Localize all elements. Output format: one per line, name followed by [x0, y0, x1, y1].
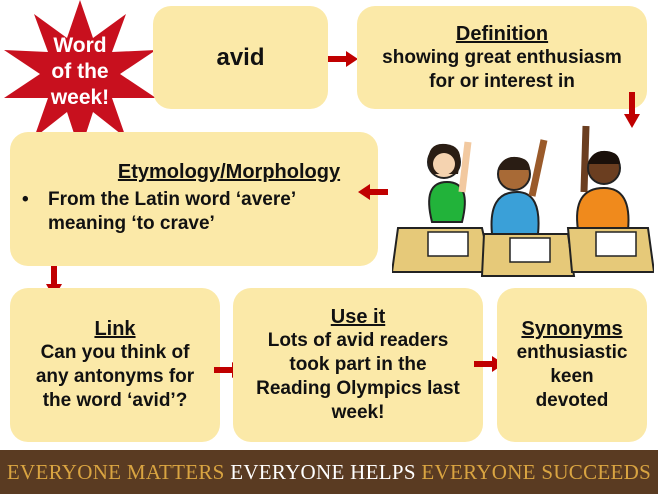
etymology-line-1: From the Latin word ‘avere’ [48, 189, 297, 210]
definition-title: Definition [455, 22, 549, 45]
motto-segment-2: EVERYONE HELPS [230, 459, 416, 484]
synonyms-box: Synonyms enthusiastic keen devoted [497, 288, 647, 442]
use-it-line-1: Lots of avid readers [267, 330, 449, 351]
badge-line-3: week! [50, 86, 110, 109]
motto-segment-3: EVERYONE SUCCEEDS [421, 459, 652, 484]
link-line-2: any antonyms for [35, 366, 195, 387]
featured-word: avid [216, 43, 265, 71]
definition-line-1: showing great enthusiasm [382, 46, 622, 68]
badge-line-1: Word [53, 34, 107, 57]
motto-segment-1: EVERYONE MATTERS [6, 459, 225, 484]
badge-line-2: of the [51, 60, 109, 83]
word-box: avid [153, 6, 328, 109]
etymology-line-2: meaning ‘to crave’ [48, 213, 215, 234]
etymology-title: Etymology/Morphology [117, 161, 341, 183]
link-line-3: the word ‘avid’? [42, 390, 188, 411]
synonym-1: enthusiastic [516, 342, 628, 363]
use-it-line-2: took part in the [289, 354, 427, 375]
definition-line-2: for or interest in [429, 70, 575, 92]
arrow-down-icon [624, 92, 640, 128]
link-box: Link Can you think of any antonyms for t… [10, 288, 220, 442]
synonyms-title: Synonyms [521, 318, 623, 340]
school-motto-banner: EVERYONE MATTERS EVERYONE HELPS EVERYONE… [0, 450, 658, 494]
definition-box: Definition showing great enthusiasm for … [357, 6, 647, 109]
synonym-2: keen [550, 366, 594, 387]
bullet-icon: • [22, 189, 29, 210]
link-title: Link [94, 318, 136, 340]
use-it-line-3: Reading Olympics last [256, 378, 460, 399]
student-girl-icon [427, 141, 472, 223]
students-raising-hands-illustration [392, 125, 654, 277]
use-it-title: Use it [330, 306, 386, 328]
synonym-3: devoted [535, 390, 609, 411]
starburst-icon [4, 0, 156, 152]
arrow-right-icon [328, 51, 358, 67]
link-line-1: Can you think of [40, 342, 190, 363]
arrow-left-icon [358, 184, 388, 200]
use-it-line-4: week! [331, 402, 385, 423]
desks-icon [392, 227, 654, 277]
student-boy-icon [490, 139, 548, 235]
etymology-box: Etymology/Morphology • From the Latin wo… [10, 132, 378, 266]
student-boy-2-icon [576, 125, 630, 231]
use-it-box: Use it Lots of avid readers took part in… [233, 288, 483, 442]
word-of-the-week-badge: Word of the week! [0, 0, 160, 160]
